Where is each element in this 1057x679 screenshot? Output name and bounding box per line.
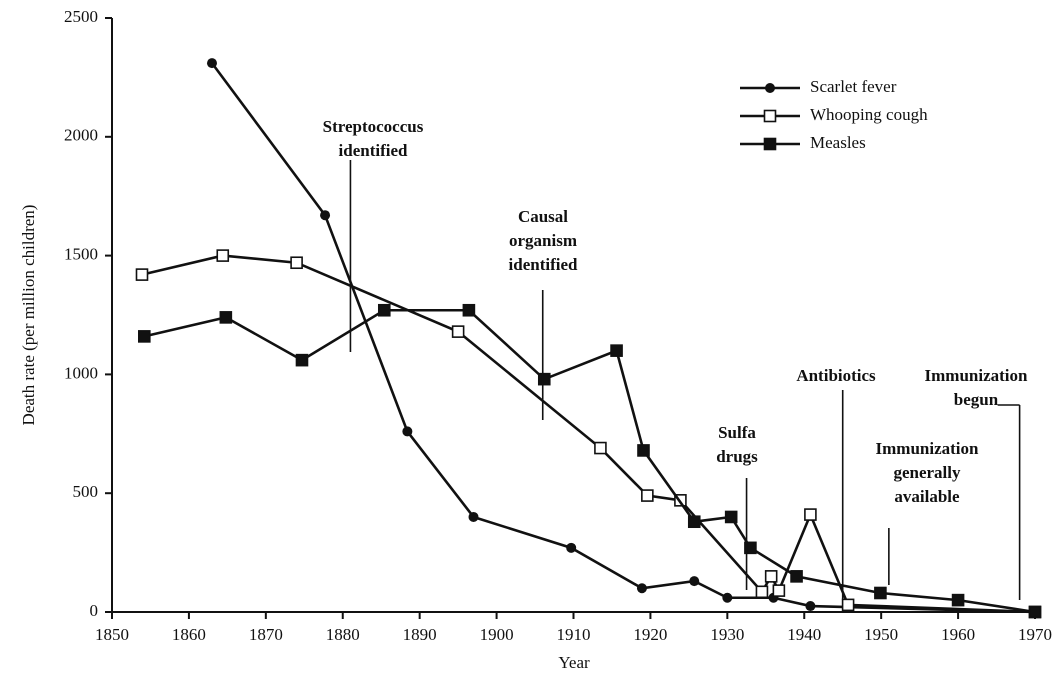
legend-label: Scarlet fever — [810, 77, 897, 96]
point — [594, 441, 607, 455]
point — [377, 303, 391, 317]
x-tick-label: 1920 — [633, 625, 667, 644]
annotation-text: organism — [509, 231, 577, 250]
y-axis-label: Death rate (per million children) — [19, 205, 38, 426]
annotation-text: Antibiotics — [796, 366, 876, 385]
x-tick-label: 1890 — [403, 625, 437, 644]
x-tick-label: 1870 — [249, 625, 283, 644]
annotation-text: drugs — [716, 447, 758, 466]
point — [637, 444, 650, 457]
x-tick-label: 1900 — [480, 625, 514, 644]
point — [722, 592, 733, 603]
y-tick-label: 0 — [90, 601, 99, 620]
point — [755, 585, 769, 599]
annotation-text: identified — [339, 141, 408, 160]
legend-label: Measles — [810, 133, 866, 152]
point — [566, 542, 577, 553]
annotation-text: generally — [893, 463, 961, 482]
point — [641, 489, 654, 502]
y-tick-label: 1000 — [64, 363, 98, 382]
point — [537, 372, 551, 386]
x-tick-label: 1970 — [1018, 625, 1052, 644]
x-tick-label: 1940 — [787, 625, 821, 644]
point — [636, 583, 647, 594]
point — [841, 598, 855, 612]
point — [451, 325, 465, 338]
point — [219, 311, 233, 324]
point — [462, 303, 476, 317]
point — [290, 256, 303, 270]
point — [402, 426, 413, 437]
point — [1028, 605, 1042, 619]
point — [772, 584, 786, 597]
point — [687, 515, 701, 529]
series-line — [144, 308, 1036, 614]
x-tick-label: 1950 — [864, 625, 898, 644]
point — [610, 344, 623, 357]
y-tick-label: 2000 — [64, 126, 98, 145]
point — [805, 601, 816, 612]
x-tick-label: 1850 — [95, 625, 129, 644]
x-axis-label: Year — [558, 653, 590, 672]
point — [790, 570, 803, 583]
annotation-text: Immunization — [925, 366, 1029, 385]
y-tick-label: 500 — [73, 482, 99, 501]
point — [804, 508, 817, 521]
annotation-text: Sulfa — [718, 423, 756, 442]
x-tick-label: 1880 — [326, 625, 360, 644]
point — [216, 249, 230, 262]
point — [724, 510, 738, 524]
x-tick-label: 1960 — [941, 625, 975, 644]
annotation-text: available — [894, 487, 960, 506]
point — [951, 593, 965, 607]
point — [874, 586, 887, 600]
point — [689, 576, 700, 587]
y-tick-label: 1500 — [64, 245, 98, 264]
point — [295, 353, 309, 367]
annotation-text: Streptococcus — [323, 117, 424, 136]
point — [138, 330, 151, 343]
y-tick-label: 2500 — [64, 7, 98, 26]
point — [135, 268, 149, 281]
annotation-text: Causal — [518, 207, 568, 226]
point — [206, 58, 217, 69]
x-tick-label: 1860 — [172, 625, 206, 644]
legend: Scarlet fever Whooping cough Measles — [740, 77, 928, 152]
point — [744, 541, 757, 555]
point — [320, 210, 331, 221]
x-tick-label: 1930 — [710, 625, 744, 644]
series-line — [210, 62, 1036, 614]
annotation-text: Immunization — [876, 439, 980, 458]
annotation-text: begun — [954, 390, 999, 409]
point — [764, 570, 778, 583]
legend-marker — [765, 83, 775, 93]
point — [468, 511, 479, 522]
legend-marker — [763, 137, 777, 151]
annotation-text: identified — [509, 255, 578, 274]
legend-label: Whooping cough — [810, 105, 928, 124]
x-tick-label: 1910 — [557, 625, 591, 644]
legend-marker — [763, 109, 777, 123]
